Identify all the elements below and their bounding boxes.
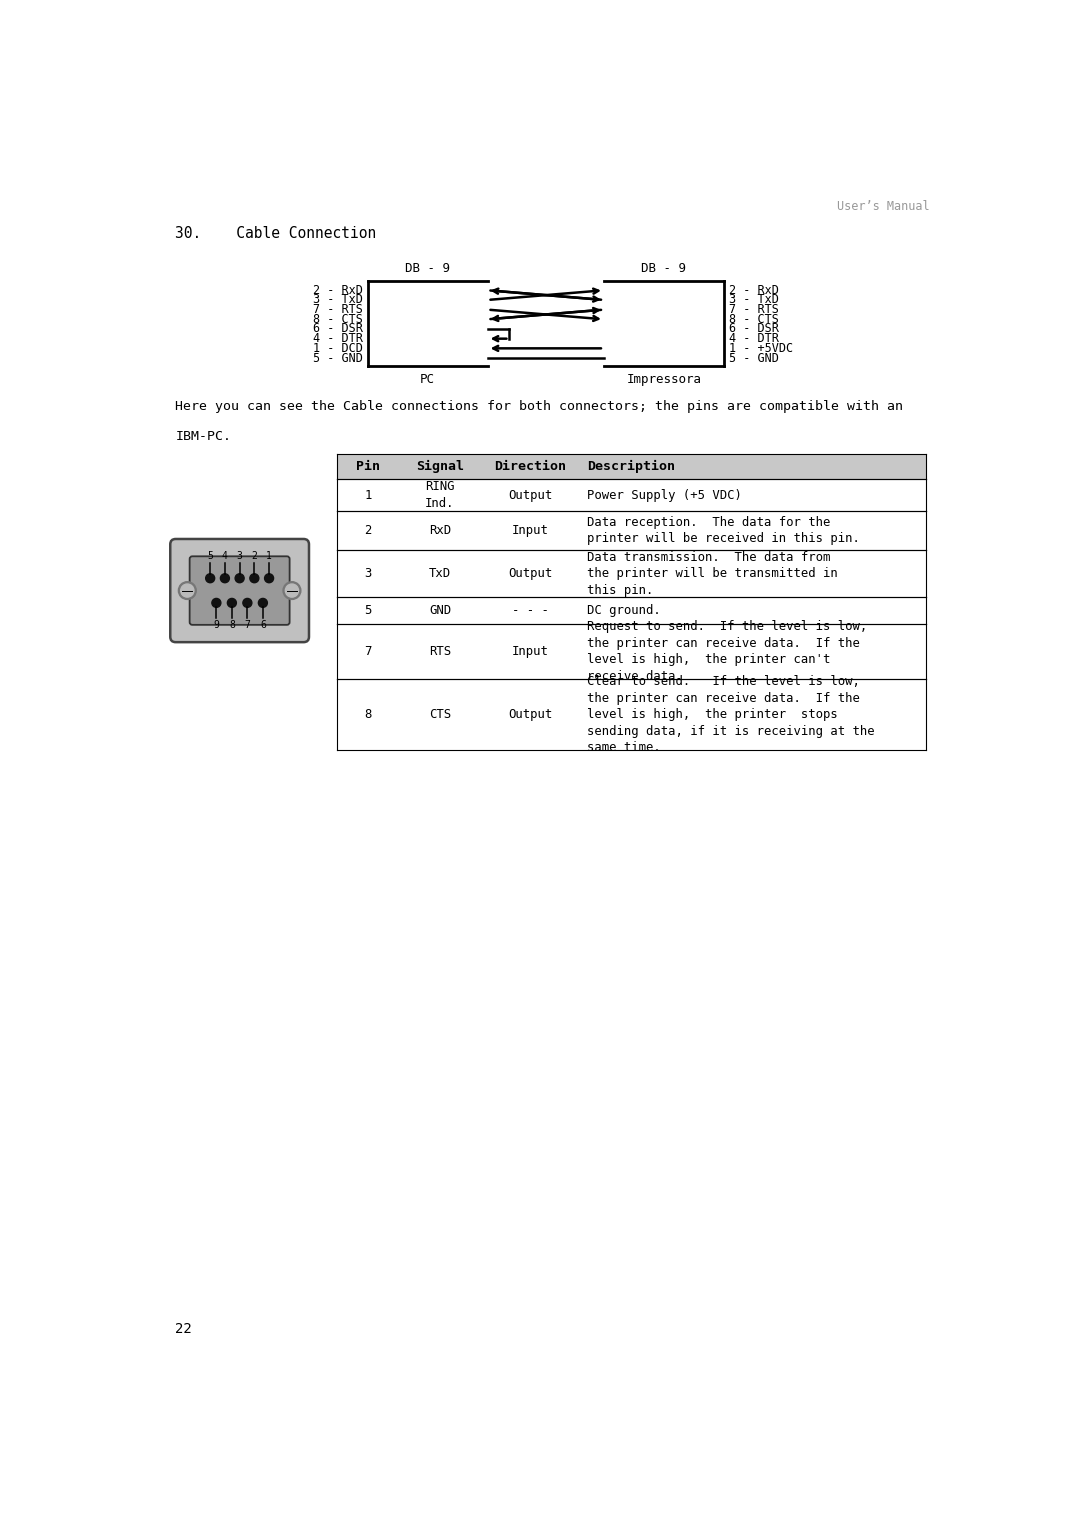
Text: Direction: Direction	[495, 460, 566, 473]
Text: 7 - RTS: 7 - RTS	[313, 304, 363, 316]
Text: 7 - RTS: 7 - RTS	[729, 304, 779, 316]
Circle shape	[249, 574, 259, 583]
Text: 3: 3	[237, 551, 243, 562]
Text: - - -: - - -	[512, 605, 549, 617]
Text: Clear to send.   If the level is low,
the printer can receive data.  If the
leve: Clear to send. If the level is low, the …	[586, 675, 875, 754]
Text: Pin: Pin	[356, 460, 380, 473]
Text: 1 - DCD: 1 - DCD	[313, 342, 363, 354]
Text: CTS: CTS	[429, 709, 451, 721]
Text: 7: 7	[244, 620, 251, 629]
Text: 22: 22	[175, 1322, 192, 1336]
Text: 5 - GND: 5 - GND	[729, 351, 779, 365]
FancyBboxPatch shape	[190, 556, 289, 625]
Text: 8 - CTS: 8 - CTS	[313, 313, 363, 325]
Text: 8: 8	[365, 709, 372, 721]
Text: 3 - TxD: 3 - TxD	[313, 293, 363, 307]
Text: RxD: RxD	[429, 524, 451, 538]
Text: IBM-PC.: IBM-PC.	[175, 429, 231, 443]
Text: Data transmission.  The data from
the printer will be transmitted in
this pin.: Data transmission. The data from the pri…	[586, 551, 838, 597]
Circle shape	[178, 582, 197, 600]
Text: Impressora: Impressora	[626, 374, 701, 386]
Text: 1 - +5VDC: 1 - +5VDC	[729, 342, 793, 354]
Circle shape	[285, 583, 298, 597]
Text: TxD: TxD	[429, 567, 451, 580]
Circle shape	[205, 574, 215, 583]
Text: 8: 8	[229, 620, 234, 629]
Text: Here you can see the Cable connections for both connectors; the pins are compati: Here you can see the Cable connections f…	[175, 400, 903, 414]
Circle shape	[258, 599, 268, 608]
Text: Output: Output	[508, 567, 552, 580]
Text: 4 - DTR: 4 - DTR	[729, 333, 779, 345]
Text: 3: 3	[365, 567, 372, 580]
Text: RING
Ind.: RING Ind.	[426, 481, 455, 510]
Circle shape	[235, 574, 244, 583]
Text: 9: 9	[214, 620, 219, 629]
Text: RTS: RTS	[429, 644, 451, 658]
Text: 8 - CTS: 8 - CTS	[729, 313, 779, 325]
Text: DB - 9: DB - 9	[642, 261, 687, 275]
Text: 6 - DSR: 6 - DSR	[313, 322, 363, 336]
Text: Output: Output	[508, 489, 552, 501]
Text: Request to send.  If the level is low,
the printer can receive data.  If the
lev: Request to send. If the level is low, th…	[586, 620, 867, 683]
Text: User’s Manual: User’s Manual	[837, 200, 930, 214]
Text: Input: Input	[512, 524, 549, 538]
Text: Description: Description	[586, 460, 675, 473]
Circle shape	[283, 582, 301, 600]
Text: 5 - GND: 5 - GND	[313, 351, 363, 365]
Circle shape	[243, 599, 252, 608]
Text: GND: GND	[429, 605, 451, 617]
Text: Power Supply (+5 VDC): Power Supply (+5 VDC)	[586, 489, 742, 501]
Text: Data reception.  The data for the
printer will be received in this pin.: Data reception. The data for the printer…	[586, 516, 860, 545]
Text: DB - 9: DB - 9	[405, 261, 450, 275]
Text: Signal: Signal	[416, 460, 464, 473]
Text: PC: PC	[420, 374, 435, 386]
Text: Output: Output	[508, 709, 552, 721]
Text: 3 - TxD: 3 - TxD	[729, 293, 779, 307]
Circle shape	[180, 583, 194, 597]
Circle shape	[228, 599, 237, 608]
Circle shape	[265, 574, 273, 583]
Circle shape	[212, 599, 221, 608]
Text: 5: 5	[365, 605, 372, 617]
Text: 6 - DSR: 6 - DSR	[729, 322, 779, 336]
Text: 4 - DTR: 4 - DTR	[313, 333, 363, 345]
Text: 1: 1	[266, 551, 272, 562]
Text: 2: 2	[252, 551, 257, 562]
Text: DC ground.: DC ground.	[586, 605, 661, 617]
Text: 30.    Cable Connection: 30. Cable Connection	[175, 226, 377, 241]
FancyBboxPatch shape	[171, 539, 309, 643]
Text: 5: 5	[207, 551, 213, 562]
Circle shape	[220, 574, 229, 583]
Text: 2 - RxD: 2 - RxD	[313, 284, 363, 296]
Text: 6: 6	[260, 620, 266, 629]
Text: 2: 2	[365, 524, 372, 538]
Text: 7: 7	[365, 644, 372, 658]
Bar	[337, 454, 926, 479]
Text: 4: 4	[222, 551, 228, 562]
Text: Input: Input	[512, 644, 549, 658]
Text: 1: 1	[365, 489, 372, 501]
Text: 2 - RxD: 2 - RxD	[729, 284, 779, 296]
